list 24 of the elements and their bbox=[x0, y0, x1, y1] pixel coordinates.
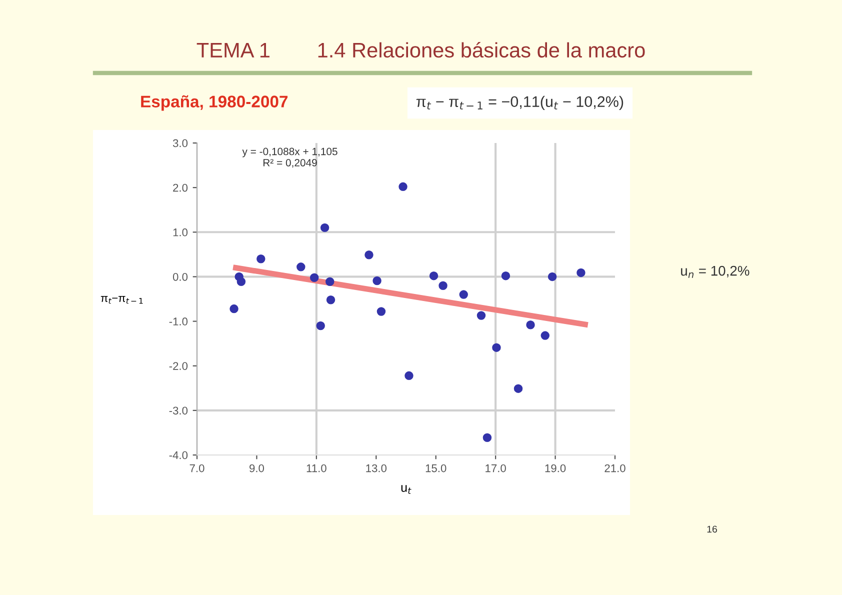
y-tick-label: 2.0 bbox=[173, 184, 188, 192]
y-tick-label: -1.0 bbox=[169, 318, 188, 326]
x-tick-label: 19.0 bbox=[545, 464, 566, 472]
x-tick-label: 7.0 bbox=[190, 464, 204, 472]
x-tick-label: 13.0 bbox=[366, 464, 387, 472]
chart-title: TEMA 1 1.4 Relaciones básicas de la macro bbox=[196, 42, 645, 58]
x-tick-label: 9.0 bbox=[250, 464, 264, 472]
text: 16 bbox=[707, 526, 717, 533]
x-tick-label: 15.0 bbox=[426, 464, 446, 472]
x-tick-label: 21.0 bbox=[604, 464, 626, 472]
text: π$_{t}$ − π$_{t−1}$ = −0,11(u$_{t}$ − 10,2%) bbox=[416, 96, 624, 110]
y-tick-label: 1.0 bbox=[173, 228, 188, 236]
text: u$_{n}$ = 10,2% bbox=[681, 266, 750, 278]
y-tick-label: -4.0 bbox=[169, 451, 188, 460]
x-axis-title: u$_{t}$ bbox=[401, 485, 412, 494]
y-tick-label: -3.0 bbox=[169, 406, 188, 415]
x-tick-label: 17.0 bbox=[486, 464, 506, 472]
y-tick-label: -2.0 bbox=[169, 362, 188, 370]
chart-subtitle: España, 1980-2007 bbox=[141, 95, 288, 111]
annotation: y = -0,1088x + 1,105 R² = 0,2049 bbox=[242, 148, 338, 168]
x-tick-label: 11.0 bbox=[306, 464, 326, 472]
y-tick-label: 0.0 bbox=[172, 272, 188, 281]
y-tick-label: 3.0 bbox=[172, 139, 188, 148]
y-axis-title: π$_{t}$−π$_{t−1}$ bbox=[100, 296, 143, 304]
